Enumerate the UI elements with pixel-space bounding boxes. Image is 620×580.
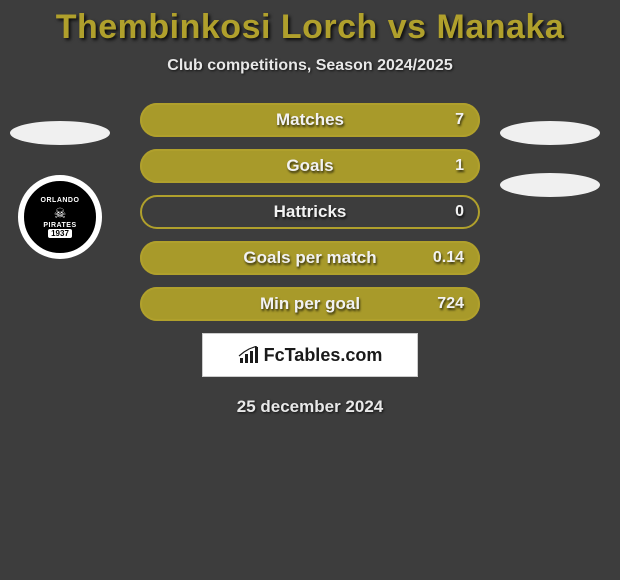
stat-value: 0 — [455, 203, 464, 221]
stat-bar: Min per goal 724 — [140, 287, 480, 321]
content-area: ORLANDO ☠ PIRATES 1937 Matches 7 Goals 1 Hat… — [0, 103, 620, 417]
comparison-title: Thembinkosi Lorch vs Manaka — [0, 0, 620, 47]
comparison-subtitle: Club competitions, Season 2024/2025 — [0, 57, 620, 75]
brand-box: FcTables.com — [202, 333, 418, 377]
club-badge: ORLANDO ☠ PIRATES 1937 — [18, 175, 102, 259]
stat-value: 1 — [455, 157, 464, 175]
stat-bar: Hattricks 0 — [140, 195, 480, 229]
stat-bar: Matches 7 — [140, 103, 480, 137]
stat-label: Hattricks — [274, 202, 347, 222]
stat-label: Goals — [286, 156, 333, 176]
stat-value: 7 — [455, 111, 464, 129]
badge-text-bottom: PIRATES — [43, 222, 76, 229]
stat-label: Min per goal — [260, 294, 360, 314]
player-placeholder-ellipse — [500, 173, 600, 197]
stat-bar: Goals 1 — [140, 149, 480, 183]
badge-year: 1937 — [48, 229, 72, 238]
stat-label: Goals per match — [243, 248, 376, 268]
player-placeholder-ellipse — [10, 121, 110, 145]
brand-chart-icon — [238, 346, 260, 364]
stat-label: Matches — [276, 110, 344, 130]
badge-skull-icon: ☠ — [54, 206, 67, 220]
brand-text: FcTables.com — [264, 345, 383, 366]
stat-value: 0.14 — [433, 249, 464, 267]
stat-value: 724 — [437, 295, 464, 313]
stat-bar: Goals per match 0.14 — [140, 241, 480, 275]
stat-bars: Matches 7 Goals 1 Hattricks 0 Goals per match 0… — [140, 103, 480, 321]
date-text: 25 december 2024 — [0, 397, 620, 417]
player-placeholder-ellipse — [500, 121, 600, 145]
badge-text-top: ORLANDO — [41, 197, 80, 204]
